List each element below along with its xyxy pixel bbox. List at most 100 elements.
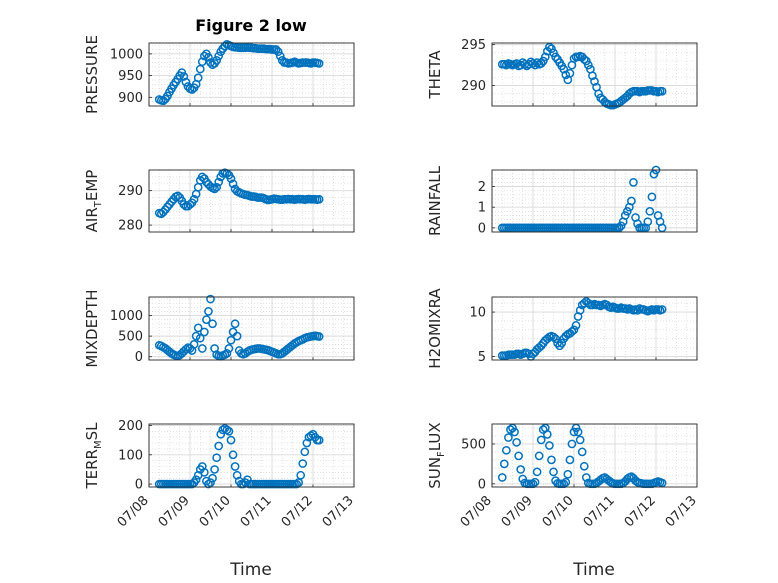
- y-axis-label: PRESSURE: [83, 35, 101, 114]
- data-point: [536, 59, 546, 68]
- data-point: [200, 327, 209, 337]
- data-point: [581, 473, 591, 482]
- data-point: [187, 85, 197, 94]
- data-point: [314, 435, 324, 445]
- data-point: [547, 44, 556, 54]
- data-point: [569, 325, 579, 335]
- axes-box: [148, 423, 355, 488]
- data-point: [567, 327, 577, 336]
- data-point: [530, 477, 540, 487]
- data-point: [540, 52, 550, 62]
- y-axis-label-main: AIR: [83, 207, 101, 232]
- data-point: [214, 51, 224, 61]
- data-point: [292, 479, 301, 489]
- data-point: [532, 467, 542, 477]
- data-point: [216, 429, 226, 439]
- data-point: [584, 298, 593, 308]
- data-point: [551, 52, 560, 62]
- data-point: [543, 430, 552, 439]
- y-axis-label-main: TERR: [83, 449, 101, 490]
- data-point: [565, 455, 575, 465]
- y-tick-label: 290: [461, 79, 486, 94]
- data-point: [497, 473, 507, 482]
- data-point: [575, 435, 585, 445]
- subplot-3: 280 290 AIRTEMP: [83, 168, 355, 234]
- data-point: [627, 196, 636, 206]
- data-point: [228, 450, 238, 460]
- x-axis-label-left: Time: [229, 560, 272, 580]
- y-axis-label: H2OMIXRA: [426, 288, 444, 369]
- axes-box: [491, 296, 698, 361]
- data-point: [208, 319, 217, 329]
- data-point: [524, 59, 534, 69]
- data-point: [559, 64, 569, 74]
- data-point: [191, 331, 201, 341]
- data-point: [314, 59, 324, 68]
- data-point: [296, 470, 306, 480]
- data-point: [179, 200, 189, 209]
- data-point: [579, 55, 589, 64]
- data-point: [588, 71, 597, 81]
- data-point: [224, 344, 234, 353]
- data-point: [222, 349, 232, 358]
- data-point: [314, 194, 324, 204]
- data-point: [647, 192, 657, 202]
- data-point: [173, 191, 183, 201]
- data-point: [214, 441, 224, 451]
- data-point: [306, 431, 316, 441]
- data-point: [516, 60, 526, 70]
- y-axis-label-subscript: M: [93, 440, 104, 449]
- data-point: [197, 172, 207, 182]
- plot-area: [149, 424, 354, 487]
- y-tick-label: 10: [469, 306, 486, 321]
- subplot-5: 0 500 1000 MIXDEPTH: [83, 289, 355, 368]
- data-point: [230, 319, 240, 329]
- data-point: [645, 206, 655, 216]
- axes-box: [491, 423, 698, 488]
- y-axis-label: TERRMSL: [83, 422, 104, 490]
- y-axis-label-tail: LUX: [426, 422, 444, 451]
- subplot-6: 5 10 H2OMIXRA: [426, 288, 698, 369]
- y-axis-label-main: MIXDEPTH: [83, 289, 101, 367]
- data-point: [226, 174, 236, 183]
- data-point: [298, 459, 308, 468]
- data-point: [218, 425, 228, 435]
- data-point: [549, 48, 558, 58]
- data-point: [204, 307, 213, 316]
- data-point: [547, 455, 556, 465]
- data-series: [497, 297, 667, 361]
- data-point: [159, 207, 168, 217]
- y-tick-label: 1000: [110, 47, 143, 62]
- data-point: [314, 332, 324, 341]
- data-point: [551, 334, 560, 344]
- y-tick-label: 5: [478, 350, 486, 365]
- y-axis-label-tail: EMP: [83, 170, 101, 201]
- data-point: [191, 475, 201, 485]
- x-axis-label-right: Time: [572, 560, 615, 580]
- data-point: [549, 332, 558, 342]
- y-axis-label-main: PRESSURE: [83, 35, 101, 114]
- data-point: [557, 338, 567, 348]
- data-point: [584, 60, 593, 70]
- data-point: [230, 462, 240, 471]
- data-point: [575, 305, 585, 315]
- y-axis-label-subscript: F: [436, 451, 447, 457]
- data-point: [561, 477, 571, 487]
- y-tick-label: 1000: [110, 309, 143, 324]
- axes-box: [491, 169, 698, 233]
- data-point: [208, 473, 217, 483]
- data-point: [214, 177, 224, 187]
- y-axis-label: MIXDEPTH: [83, 289, 101, 367]
- data-point: [629, 178, 638, 187]
- data-point: [228, 179, 238, 189]
- data-point: [212, 56, 221, 65]
- y-axis-label-main: H2OMIXRA: [426, 288, 444, 369]
- axes-box: [148, 42, 355, 107]
- subplot-2: 290 295 THETA: [426, 38, 698, 110]
- data-point: [271, 45, 281, 54]
- data-point: [224, 426, 234, 436]
- y-axis-label: RAINFALL: [426, 165, 444, 236]
- data-point: [536, 435, 546, 445]
- data-point: [204, 479, 213, 489]
